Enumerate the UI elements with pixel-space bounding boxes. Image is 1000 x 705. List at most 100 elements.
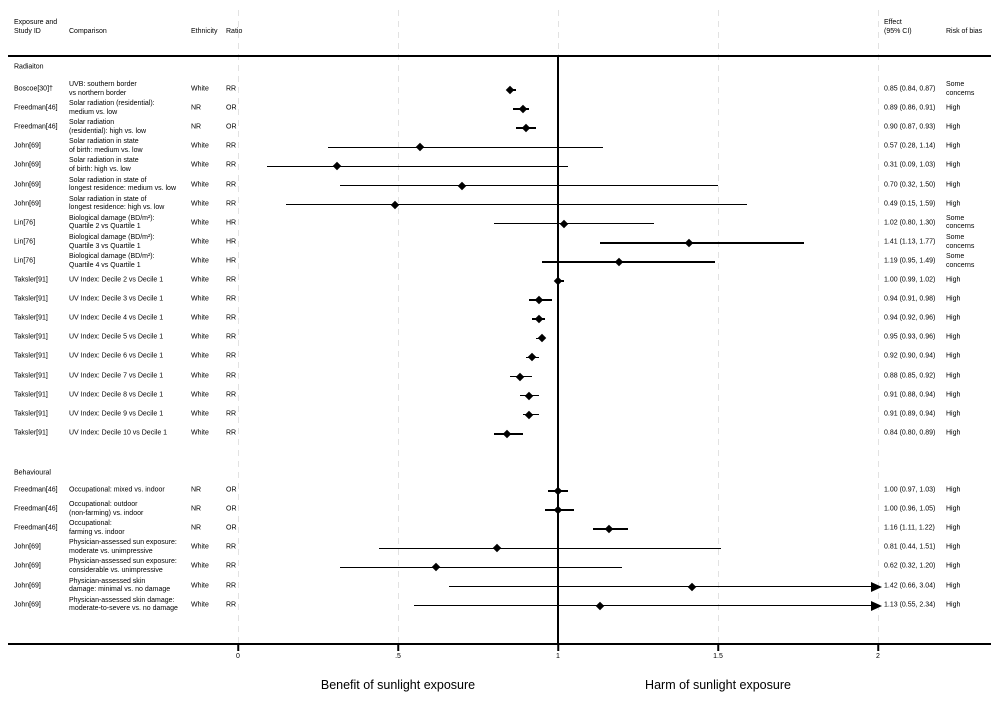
comparison-cell: UV Index: Decile 3 vs Decile 1 xyxy=(69,295,164,303)
effect-cell: 0.90 (0.87, 0.93) xyxy=(884,123,936,131)
comparison-cell: Biological damage (BD/m²): Quartile 2 vs… xyxy=(69,214,155,231)
effect-marker xyxy=(560,219,569,228)
ethnicity-cell: White xyxy=(191,257,209,265)
risk-cell: High xyxy=(946,429,961,437)
grid-line xyxy=(717,10,719,643)
effect-marker xyxy=(604,524,614,534)
effect-cell: 0.91 (0.88, 0.94) xyxy=(884,391,936,399)
comparison-cell: UV Index: Decile 6 vs Decile 1 xyxy=(69,352,164,360)
study-cell: Taksler[91] xyxy=(14,372,48,380)
ratio-cell: OR xyxy=(226,123,237,131)
effect-cell: 1.00 (0.99, 1.02) xyxy=(884,276,936,284)
study-cell: Taksler[91] xyxy=(14,295,48,303)
ci-line xyxy=(340,566,622,569)
comparison-cell: UV Index: Decile 2 vs Decile 1 xyxy=(69,276,164,284)
study-cell: Freedman[46] xyxy=(14,123,58,131)
grid-line xyxy=(237,10,239,643)
ethnicity-cell: White xyxy=(191,314,209,322)
ratio-cell: RR xyxy=(226,562,237,570)
ethnicity-cell: NR xyxy=(191,524,202,532)
harm-axis-label: Harm of sunlight exposure xyxy=(645,678,791,692)
risk-cell: High xyxy=(946,391,961,399)
ratio-cell: RR xyxy=(226,276,237,284)
ethnicity-cell: White xyxy=(191,601,209,609)
comparison-cell: Occupational: outdoor (non-farming) vs. … xyxy=(69,501,144,518)
risk-cell: High xyxy=(946,276,961,284)
ratio-cell: OR xyxy=(226,524,237,532)
ratio-cell: RR xyxy=(226,161,237,169)
effect-marker xyxy=(537,334,547,343)
effect-marker xyxy=(524,391,534,400)
study-cell: Taksler[91] xyxy=(14,429,48,437)
effect-marker xyxy=(332,162,342,171)
study-cell: Taksler[91] xyxy=(14,352,48,360)
risk-cell: Some concerns xyxy=(946,234,975,250)
risk-cell: High xyxy=(946,543,961,551)
ratio-cell: RR xyxy=(226,352,237,360)
column-header-comparison: Comparison xyxy=(69,28,107,35)
ci-line xyxy=(542,261,715,263)
risk-cell: High xyxy=(946,123,961,131)
ethnicity-cell: White xyxy=(191,410,209,418)
risk-cell: High xyxy=(946,200,961,208)
effect-marker xyxy=(528,353,537,362)
risk-cell: Some concerns xyxy=(946,253,975,269)
x-axis-tick xyxy=(877,645,879,651)
study-cell: Taksler[91] xyxy=(14,276,48,284)
risk-cell: High xyxy=(946,505,961,513)
comparison-cell: Solar radiation in state of birth: mediu… xyxy=(69,138,143,155)
effect-cell: 0.62 (0.32, 1.20) xyxy=(884,562,936,570)
comparison-cell: Biological damage (BD/m²): Quartile 4 vs… xyxy=(69,253,155,269)
effect-cell: 0.95 (0.93, 0.96) xyxy=(884,333,936,341)
risk-cell: High xyxy=(946,142,961,150)
comparison-cell: UV Index: Decile 4 vs Decile 1 xyxy=(69,314,164,322)
study-cell: Taksler[91] xyxy=(14,314,48,322)
column-header-study: Exposure and Study ID xyxy=(14,19,58,35)
effect-marker xyxy=(492,544,502,553)
effect-cell: 0.94 (0.91, 0.98) xyxy=(884,295,936,303)
ethnicity-cell: White xyxy=(191,429,209,437)
study-cell: Freedman[46] xyxy=(14,486,58,494)
ci-line xyxy=(599,242,805,244)
study-cell: John[69] xyxy=(14,601,41,609)
ratio-cell: RR xyxy=(226,333,237,341)
comparison-cell: UV Index: Decile 10 vs Decile 1 xyxy=(69,429,168,437)
effect-marker xyxy=(524,410,534,419)
risk-cell: Some concerns xyxy=(946,214,975,231)
risk-cell: Some concerns xyxy=(946,81,975,97)
effect-marker xyxy=(614,257,624,267)
risk-cell: High xyxy=(946,410,961,418)
effect-cell: 0.89 (0.86, 0.91) xyxy=(884,104,936,112)
effect-marker xyxy=(534,295,544,305)
study-cell: John[69] xyxy=(14,142,41,150)
effect-marker xyxy=(505,85,515,95)
effect-cell: 1.00 (0.97, 1.03) xyxy=(884,486,936,494)
ratio-cell: RR xyxy=(226,391,237,399)
effect-marker xyxy=(595,601,604,610)
ratio-cell: HR xyxy=(226,219,237,227)
effect-cell: 1.13 (0.55, 2.34) xyxy=(884,601,936,609)
study-cell: Lin[76] xyxy=(14,219,36,227)
ethnicity-cell: White xyxy=(191,200,209,208)
comparison-cell: UVB: southern border vs northern border xyxy=(69,81,137,97)
ethnicity-cell: White xyxy=(191,372,209,380)
ratio-cell: HR xyxy=(226,238,237,246)
effect-cell: 1.02 (0.80, 1.30) xyxy=(884,219,936,227)
column-header-ratio: Ratio xyxy=(226,28,243,35)
effect-marker xyxy=(457,181,467,190)
risk-cell: High xyxy=(946,314,961,322)
effect-marker xyxy=(688,582,697,591)
x-axis-tick xyxy=(717,645,719,651)
ci-line xyxy=(378,547,722,550)
effect-cell: 0.84 (0.80, 0.89) xyxy=(884,429,936,437)
risk-cell: High xyxy=(946,601,961,609)
study-cell: Lin[76] xyxy=(14,238,36,246)
grid-line xyxy=(397,10,399,643)
comparison-cell: Biological damage (BD/m²): Quartile 3 vs… xyxy=(69,234,155,250)
x-axis-tick xyxy=(557,645,559,651)
comparison-cell: Solar radiation (residential): medium vs… xyxy=(69,100,155,117)
effect-cell: 0.70 (0.32, 1.50) xyxy=(884,181,936,189)
study-cell: John[69] xyxy=(14,161,41,169)
effect-cell: 1.00 (0.96, 1.05) xyxy=(884,505,936,513)
